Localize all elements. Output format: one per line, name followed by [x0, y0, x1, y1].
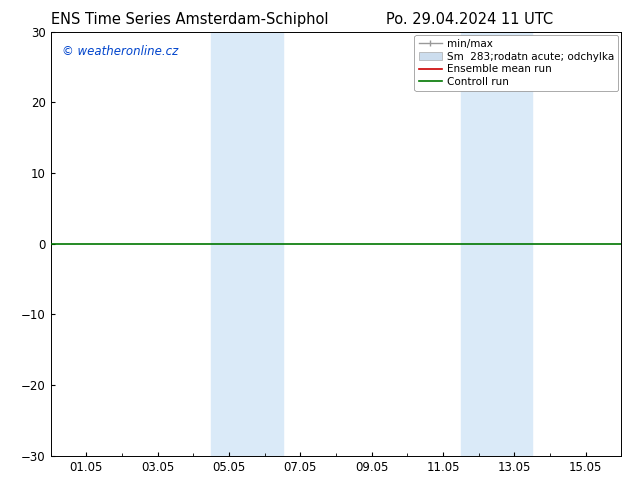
Text: © weatheronline.cz: © weatheronline.cz [62, 45, 178, 57]
Text: Po. 29.04.2024 11 UTC: Po. 29.04.2024 11 UTC [385, 12, 553, 27]
Bar [211, 32, 283, 456]
Legend: min/max, Sm  283;rodatn acute; odchylka, Ensemble mean run, Controll run: min/max, Sm 283;rodatn acute; odchylka, … [415, 35, 618, 91]
Bar [461, 32, 532, 456]
Text: ENS Time Series Amsterdam-Schiphol: ENS Time Series Amsterdam-Schiphol [51, 12, 329, 27]
